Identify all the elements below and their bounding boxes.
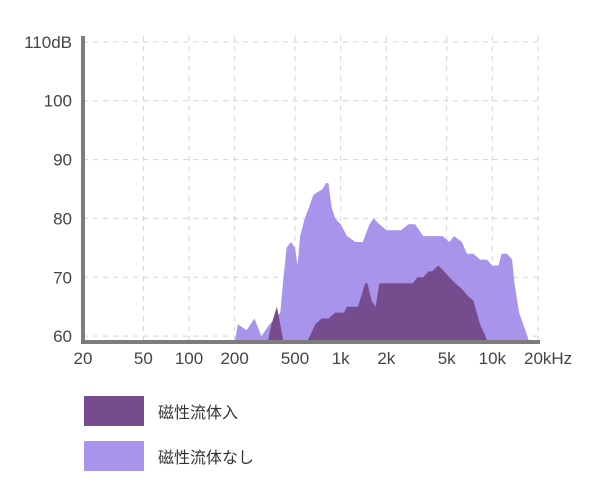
legend-swatch-without-fluid <box>84 441 144 471</box>
x-tick-label: 10k <box>479 349 507 368</box>
x-tick-label: 2k <box>377 349 395 368</box>
series-areas <box>234 183 530 342</box>
legend-swatch-with-fluid <box>84 396 144 426</box>
y-tick-label: 110dB <box>24 33 72 52</box>
x-tick-label: 200 <box>220 349 248 368</box>
y-tick-label: 80 <box>53 209 72 228</box>
series-area-1 <box>267 265 488 342</box>
x-tick-label: 500 <box>281 349 309 368</box>
legend-label-with-fluid: 磁性流体入 <box>158 403 239 422</box>
y-tick-label: 90 <box>53 151 72 170</box>
x-tick-labels: 20 50 100 200 500 1k 2k 5k 10k 20kHz <box>74 349 573 368</box>
legend-label-without-fluid: 磁性流体なし <box>158 448 255 467</box>
y-tick-label: 100 <box>44 92 72 111</box>
x-tick-label: 5k <box>438 349 456 368</box>
grid <box>82 36 539 342</box>
axes <box>81 36 540 344</box>
y-tick-label: 70 <box>53 268 72 287</box>
legend-item-without-fluid: 磁性流体なし <box>84 441 254 471</box>
x-tick-label: 20kHz <box>524 349 572 368</box>
y-tick-labels: 60 70 80 90 100 110dB <box>24 33 72 346</box>
x-tick-label: 50 <box>134 349 153 368</box>
x-tick-label: 1k <box>332 349 350 368</box>
legend: 磁性流体入 磁性流体なし <box>84 396 254 486</box>
x-tick-label: 100 <box>175 349 203 368</box>
y-tick-label: 60 <box>53 327 72 346</box>
x-tick-label: 20 <box>74 349 93 368</box>
legend-item-with-fluid: 磁性流体入 <box>84 396 254 426</box>
